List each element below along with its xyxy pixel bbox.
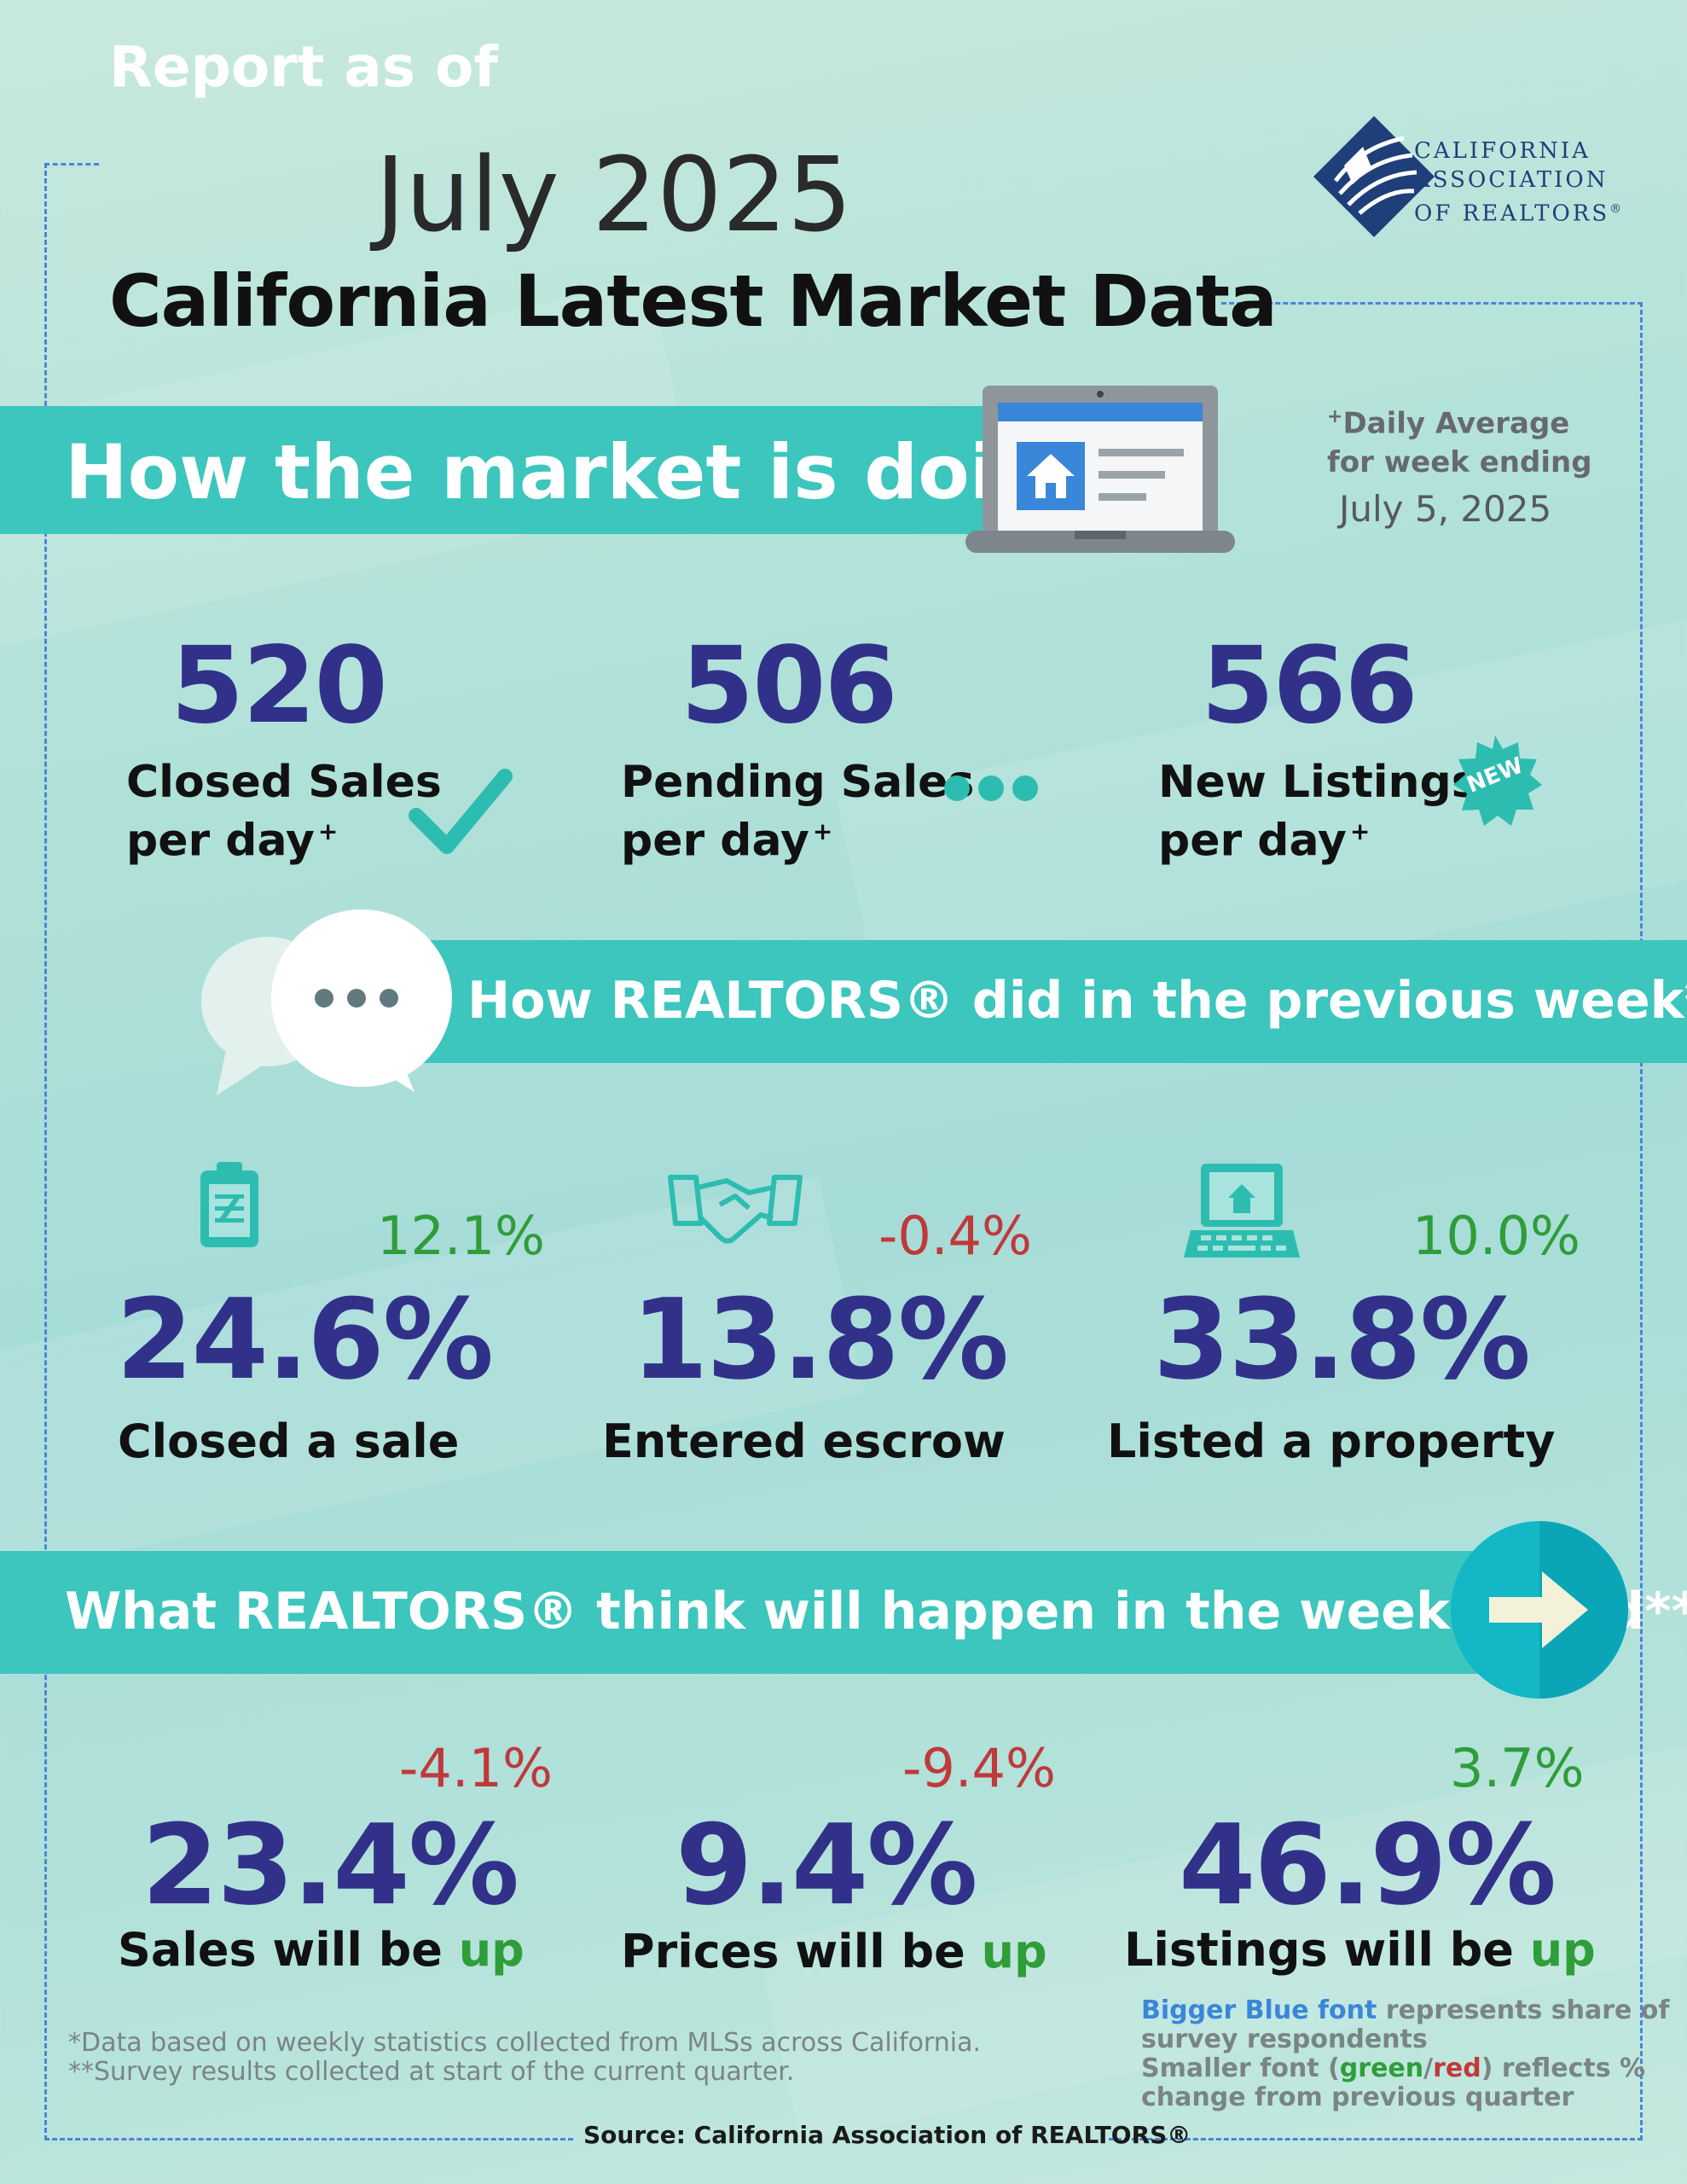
frame-dash-bottom-right (1109, 2138, 1643, 2140)
previous-week-heading: How REALTORS® did in the previous week** (467, 971, 1687, 1031)
closed-sales-value: 520 (171, 624, 388, 747)
font-legend: Bigger Blue font represents share of sur… (1141, 1995, 1670, 2112)
closed-sale-label: Closed a sale (118, 1414, 460, 1468)
prices-up-label: Prices will be up (621, 1925, 1047, 1978)
market-section-band (0, 406, 989, 534)
new-listings-value: 566 (1201, 624, 1418, 747)
page-title: California Latest Market Data (109, 259, 1278, 343)
handshake-icon (667, 1170, 803, 1251)
sales-up-value: 23.4% (142, 1800, 519, 1930)
new-badge-icon: NEW (1448, 734, 1542, 828)
frame-dash-right (1640, 302, 1643, 2140)
report-date: July 2025 (375, 136, 853, 255)
laptop-house-icon (1184, 1160, 1300, 1261)
market-section-heading: How the market is doing* (65, 428, 1142, 516)
speech-bubbles-icon (186, 901, 459, 1097)
source-credit: Source: California Association of REALTO… (583, 2121, 1191, 2149)
sales-up-change: -4.1% (399, 1737, 553, 1799)
closed-sale-change: 12.1% (377, 1205, 545, 1267)
logo-text: CALIFORNIA ASSOCIATION OF REALTORS® (1414, 138, 1625, 227)
prices-up-change: -9.4% (902, 1737, 1056, 1799)
entered-escrow-value: 13.8% (631, 1275, 1009, 1404)
pending-sales-label: Pending Sales per day + (621, 757, 975, 867)
checkmark-icon (408, 766, 513, 860)
report-as-of-label: Report as of (109, 34, 499, 100)
dots-icon (942, 773, 1041, 804)
daily-average-note: +Daily Average for week ending (1327, 406, 1592, 480)
pending-sales-value: 506 (681, 624, 898, 747)
entered-escrow-change: -0.4% (878, 1205, 1032, 1267)
listed-property-label: Listed a property (1107, 1414, 1556, 1468)
week-ending-date: July 5, 2025 (1339, 488, 1552, 530)
listings-up-change: 3.7% (1450, 1737, 1585, 1799)
closed-sales-label: Closed Sales per day + (126, 757, 442, 867)
listed-property-value: 33.8% (1153, 1275, 1531, 1404)
closed-sale-value: 24.6% (116, 1275, 494, 1404)
frame-dash-left (44, 163, 47, 2140)
listings-up-value: 46.9% (1179, 1800, 1557, 1930)
prices-up-value: 9.4% (675, 1800, 978, 1930)
frame-dash-bottom-left (44, 2138, 573, 2140)
footnotes: *Data based on weekly statistics collect… (68, 2028, 981, 2087)
frame-dash-top-left (44, 163, 99, 166)
listed-property-change: 10.0% (1412, 1205, 1580, 1267)
week-ahead-band (0, 1551, 1501, 1674)
sales-up-label: Sales will be up (118, 1923, 525, 1977)
laptop-listing-icon (964, 380, 1237, 560)
car-logo-icon (1310, 113, 1438, 241)
listings-up-label: Listings will be up (1124, 1923, 1596, 1977)
frame-dash-top-right (1221, 302, 1643, 305)
new-listings-label: New Listings per day + (1158, 757, 1478, 867)
entered-escrow-label: Entered escrow (602, 1414, 1006, 1468)
arrow-right-icon (1450, 1520, 1629, 1699)
previous-week-band (401, 940, 1687, 1063)
clipboard-icon (198, 1160, 261, 1249)
week-ahead-heading: What REALTORS® think will happen in the … (65, 1582, 1687, 1641)
